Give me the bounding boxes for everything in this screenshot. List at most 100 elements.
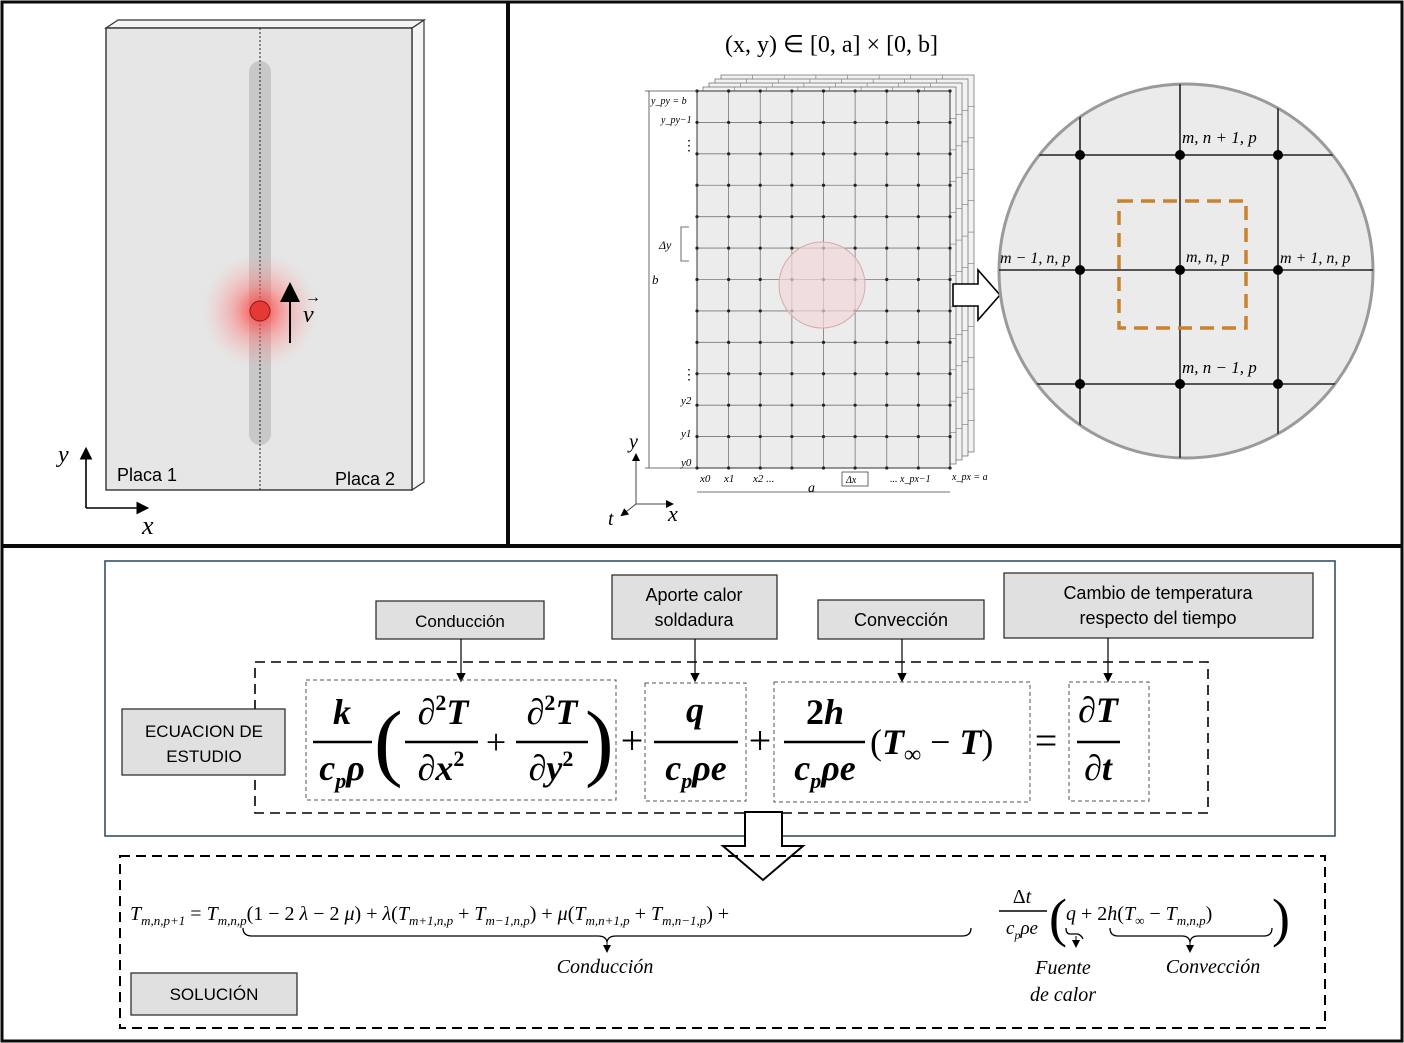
x-label-1: x1 xyxy=(723,473,734,485)
term-box-heat xyxy=(644,682,747,802)
grid-node xyxy=(727,340,731,344)
grid-node xyxy=(727,246,731,250)
tag-heat-line1: Aporte calor xyxy=(645,585,742,605)
grid-node xyxy=(948,183,952,187)
grid-node xyxy=(790,340,794,344)
grid-node xyxy=(853,466,857,470)
sol-source-line1: Fuente xyxy=(1034,957,1091,979)
grid-node xyxy=(790,372,794,376)
equation-panel: Conducción Aporte calor soldadura Convec… xyxy=(104,560,1336,882)
sol-dt: Δt xyxy=(1013,886,1032,908)
eq-paren-close: ) xyxy=(585,693,614,789)
term-box-conduction xyxy=(305,679,617,801)
zoom-node xyxy=(1273,379,1283,389)
node-center-label: m, n, p xyxy=(1186,249,1230,266)
grid-node xyxy=(758,372,762,376)
grid-node xyxy=(790,434,794,439)
zoom-node xyxy=(1075,379,1085,389)
grid-node xyxy=(727,277,731,282)
grid-node xyxy=(758,89,762,93)
axis-x-label: x xyxy=(141,511,154,540)
grid-node xyxy=(758,466,762,470)
grid-node xyxy=(695,246,699,250)
grid-axis-x-label: x xyxy=(667,501,678,526)
grid-node xyxy=(758,277,762,282)
grid-node xyxy=(821,152,826,156)
grid-node xyxy=(695,277,699,282)
term-box-time xyxy=(1068,681,1150,802)
eq-glyph: (T∞ − T) xyxy=(870,722,993,768)
eq-glyph: ∂2T xyxy=(418,690,471,732)
grid-node xyxy=(790,466,794,470)
brace-conduction xyxy=(242,927,972,943)
grid-node xyxy=(916,215,920,219)
eq-glyph: cpρe xyxy=(794,748,856,793)
zoom-node xyxy=(1075,150,1085,160)
plate-1-label: Placa 1 xyxy=(117,465,177,485)
grid-node xyxy=(758,434,762,439)
grid-node xyxy=(695,215,699,219)
tag-time-box xyxy=(1003,572,1314,639)
eq-glyph: ∂y2 xyxy=(529,746,574,788)
zoom-node xyxy=(1175,379,1185,389)
y-ellipsis-bottom: ⋮ xyxy=(682,368,696,383)
grid-axis-y-label: y xyxy=(627,431,638,453)
grid-node xyxy=(727,403,731,407)
grid-node xyxy=(790,246,794,250)
eq-glyph: ∂T xyxy=(1078,690,1120,730)
grid-node xyxy=(758,215,762,219)
grid-node xyxy=(948,403,952,407)
grid-axis-t-label: t xyxy=(608,508,614,530)
grid-node xyxy=(790,152,794,156)
grid-axis-t xyxy=(620,503,637,517)
zoom-node xyxy=(1175,150,1185,160)
grid-node xyxy=(885,340,889,344)
sol-conduction-label: Conducción xyxy=(557,956,654,978)
eq-glyph: cpρ xyxy=(319,748,365,793)
eq-equals: = xyxy=(1035,718,1058,763)
grid-node xyxy=(695,183,699,187)
tag-conduction: Conducción xyxy=(415,612,505,631)
y-label-top-minus-1: y_py−1 xyxy=(660,115,692,126)
grid-node xyxy=(853,372,857,376)
grid-node xyxy=(727,183,731,187)
sol-paren-close: ) xyxy=(1272,888,1290,948)
solution-panel: Tm,n,p+1 = Tm,n,p(1 − 2 λ − 2 μ) + λ(Tm+… xyxy=(119,855,1326,1029)
grid-node xyxy=(727,120,731,125)
grid-node xyxy=(853,152,857,156)
y-ellipsis-top: ⋮ xyxy=(682,139,696,154)
tag-time-line1: Cambio de temperatura xyxy=(1063,583,1253,603)
grid-node xyxy=(695,340,699,344)
grid-node xyxy=(758,183,762,187)
b-label: b xyxy=(652,272,659,287)
grid-node xyxy=(695,152,699,156)
x-label-px-minus-1: ... x_px−1 xyxy=(890,474,931,485)
grid-node xyxy=(916,120,920,125)
grid-node xyxy=(885,120,889,125)
grid-node xyxy=(790,183,794,187)
eq-glyph: ∂x2 xyxy=(418,746,465,788)
grid-node xyxy=(948,340,952,344)
grid-node xyxy=(853,215,857,219)
zoom-node xyxy=(1273,150,1283,160)
y-label-2: y2 xyxy=(680,395,692,407)
grid-node xyxy=(916,309,920,313)
plate-2-label: Placa 2 xyxy=(335,469,395,489)
grid-node xyxy=(948,372,952,376)
grid-node xyxy=(885,466,889,470)
grid-node xyxy=(916,434,920,439)
grid-heat-zone xyxy=(778,241,866,329)
solution-dashed-box xyxy=(119,855,1326,1029)
domain-label: (x, y) ∈ [0, a] × [0, b] xyxy=(725,32,938,58)
grid-node xyxy=(948,120,952,125)
eq-glyph: + xyxy=(486,722,506,762)
axis-y-label: y xyxy=(56,442,69,468)
solution-equation: Tm,n,p+1 = Tm,n,p(1 − 2 λ − 2 μ) + λ(Tm+… xyxy=(130,903,729,928)
brace-source xyxy=(1065,927,1084,940)
zoom-arrow xyxy=(952,267,1002,323)
tag-time-line2: respecto del tiempo xyxy=(1079,608,1236,628)
node-bottom-label: m, n − 1, p xyxy=(1182,358,1257,377)
grid-node xyxy=(885,152,889,156)
grid-node xyxy=(821,403,826,407)
eq-glyph: cpρe xyxy=(665,748,727,793)
